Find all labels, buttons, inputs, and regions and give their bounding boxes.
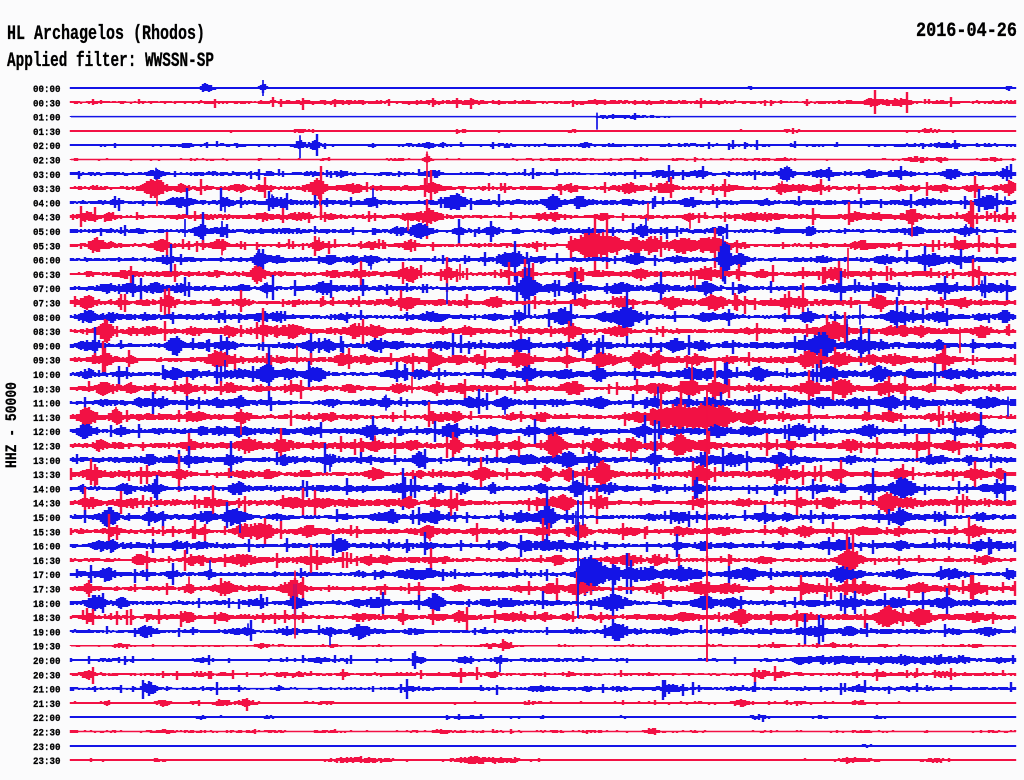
- svg-text:14:30: 14:30: [33, 500, 61, 511]
- svg-text:20:00: 20:00: [33, 657, 61, 668]
- svg-text:21:30: 21:30: [33, 700, 61, 711]
- svg-text:11:30: 11:30: [33, 414, 61, 425]
- svg-text:18:00: 18:00: [33, 600, 61, 611]
- svg-text:07:30: 07:30: [33, 300, 61, 311]
- svg-text:07:00: 07:00: [33, 285, 61, 296]
- svg-text:HL Archagelos (Rhodos): HL Archagelos (Rhodos): [7, 23, 205, 46]
- svg-text:2016-04-26: 2016-04-26: [916, 20, 1017, 43]
- svg-text:06:30: 06:30: [33, 271, 61, 282]
- svg-text:17:00: 17:00: [33, 571, 61, 582]
- svg-text:16:30: 16:30: [33, 557, 61, 568]
- svg-text:14:00: 14:00: [33, 485, 61, 496]
- svg-text:00:00: 00:00: [33, 85, 61, 96]
- svg-text:HHZ - 50000: HHZ - 50000: [3, 382, 21, 468]
- svg-text:20:30: 20:30: [33, 671, 61, 682]
- svg-text:12:00: 12:00: [33, 428, 61, 439]
- svg-text:19:00: 19:00: [33, 628, 61, 639]
- svg-text:06:00: 06:00: [33, 257, 61, 268]
- svg-text:02:00: 02:00: [33, 142, 61, 153]
- svg-text:08:30: 08:30: [33, 328, 61, 339]
- svg-text:17:30: 17:30: [33, 586, 61, 597]
- svg-text:09:00: 09:00: [33, 342, 61, 353]
- svg-text:08:00: 08:00: [33, 314, 61, 325]
- svg-text:12:30: 12:30: [33, 443, 61, 454]
- svg-text:13:30: 13:30: [33, 471, 61, 482]
- svg-text:11:00: 11:00: [33, 400, 61, 411]
- svg-text:05:00: 05:00: [33, 228, 61, 239]
- svg-text:05:30: 05:30: [33, 242, 61, 253]
- svg-text:23:30: 23:30: [33, 757, 61, 768]
- svg-text:03:00: 03:00: [33, 171, 61, 182]
- svg-text:00:30: 00:30: [33, 99, 61, 110]
- svg-text:19:30: 19:30: [33, 643, 61, 654]
- svg-text:23:00: 23:00: [33, 743, 61, 754]
- svg-text:04:30: 04:30: [33, 214, 61, 225]
- svg-text:02:30: 02:30: [33, 157, 61, 168]
- svg-text:09:30: 09:30: [33, 357, 61, 368]
- svg-text:21:00: 21:00: [33, 686, 61, 697]
- svg-text:04:00: 04:00: [33, 199, 61, 210]
- svg-text:15:30: 15:30: [33, 528, 61, 539]
- svg-text:13:00: 13:00: [33, 457, 61, 468]
- svg-text:16:00: 16:00: [33, 543, 61, 554]
- svg-text:10:00: 10:00: [33, 371, 61, 382]
- svg-text:03:30: 03:30: [33, 185, 61, 196]
- svg-text:01:30: 01:30: [33, 128, 61, 139]
- svg-text:10:30: 10:30: [33, 385, 61, 396]
- svg-text:15:00: 15:00: [33, 514, 61, 525]
- svg-text:22:00: 22:00: [33, 714, 61, 725]
- svg-text:Applied filter: WWSSN-SP: Applied filter: WWSSN-SP: [7, 50, 214, 73]
- svg-text:18:30: 18:30: [33, 614, 61, 625]
- svg-text:22:30: 22:30: [33, 729, 61, 740]
- svg-text:01:00: 01:00: [33, 114, 61, 125]
